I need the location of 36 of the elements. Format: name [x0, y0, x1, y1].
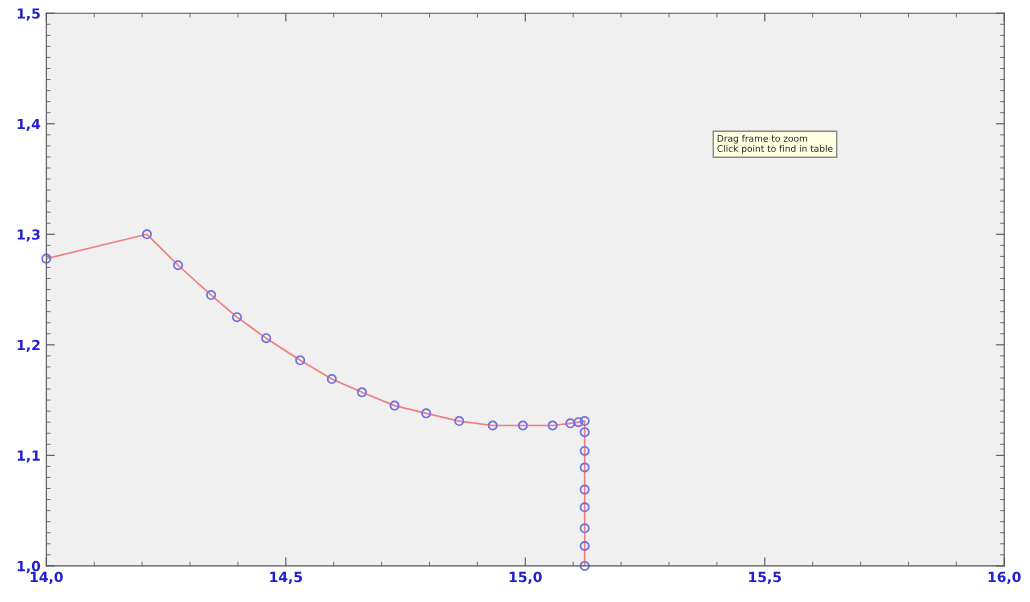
- point: [173, 260, 184, 271]
- annotation: Drag frame to zoom Click point to find in table: [717, 134, 833, 154]
- y-tick-label: 1,3: [17, 229, 40, 242]
- y-tick-label: 1,2: [17, 339, 40, 353]
- point: [421, 408, 432, 419]
- point: [389, 400, 400, 411]
- point: [454, 416, 465, 427]
- point: [579, 560, 590, 571]
- point: [517, 420, 528, 431]
- point: [579, 427, 590, 438]
- point: [579, 484, 590, 495]
- point: [206, 290, 217, 301]
- point: [326, 374, 337, 385]
- x-tick-label: 15,0: [509, 571, 542, 584]
- x-tick-label: 15,5: [749, 571, 781, 584]
- point: [231, 312, 242, 323]
- point: [547, 420, 558, 431]
- point: [295, 355, 306, 366]
- point: [579, 445, 590, 456]
- point: [487, 420, 498, 431]
- point: [579, 523, 590, 534]
- x-tick-label: 14,5: [270, 571, 302, 584]
- point: [579, 462, 590, 473]
- point: [565, 418, 576, 429]
- y-tick-label: 1,1: [17, 450, 40, 463]
- point: [261, 333, 272, 344]
- y-tick-label: 1,4: [17, 118, 41, 132]
- y-tick-label: 1,5: [17, 8, 40, 21]
- point: [579, 502, 590, 513]
- point: [41, 253, 52, 264]
- point: [579, 416, 590, 427]
- point: [579, 540, 590, 551]
- x-tick-label: 16,0: [988, 571, 1021, 584]
- point: [141, 229, 152, 240]
- point: [356, 387, 367, 398]
- point: [573, 417, 584, 428]
